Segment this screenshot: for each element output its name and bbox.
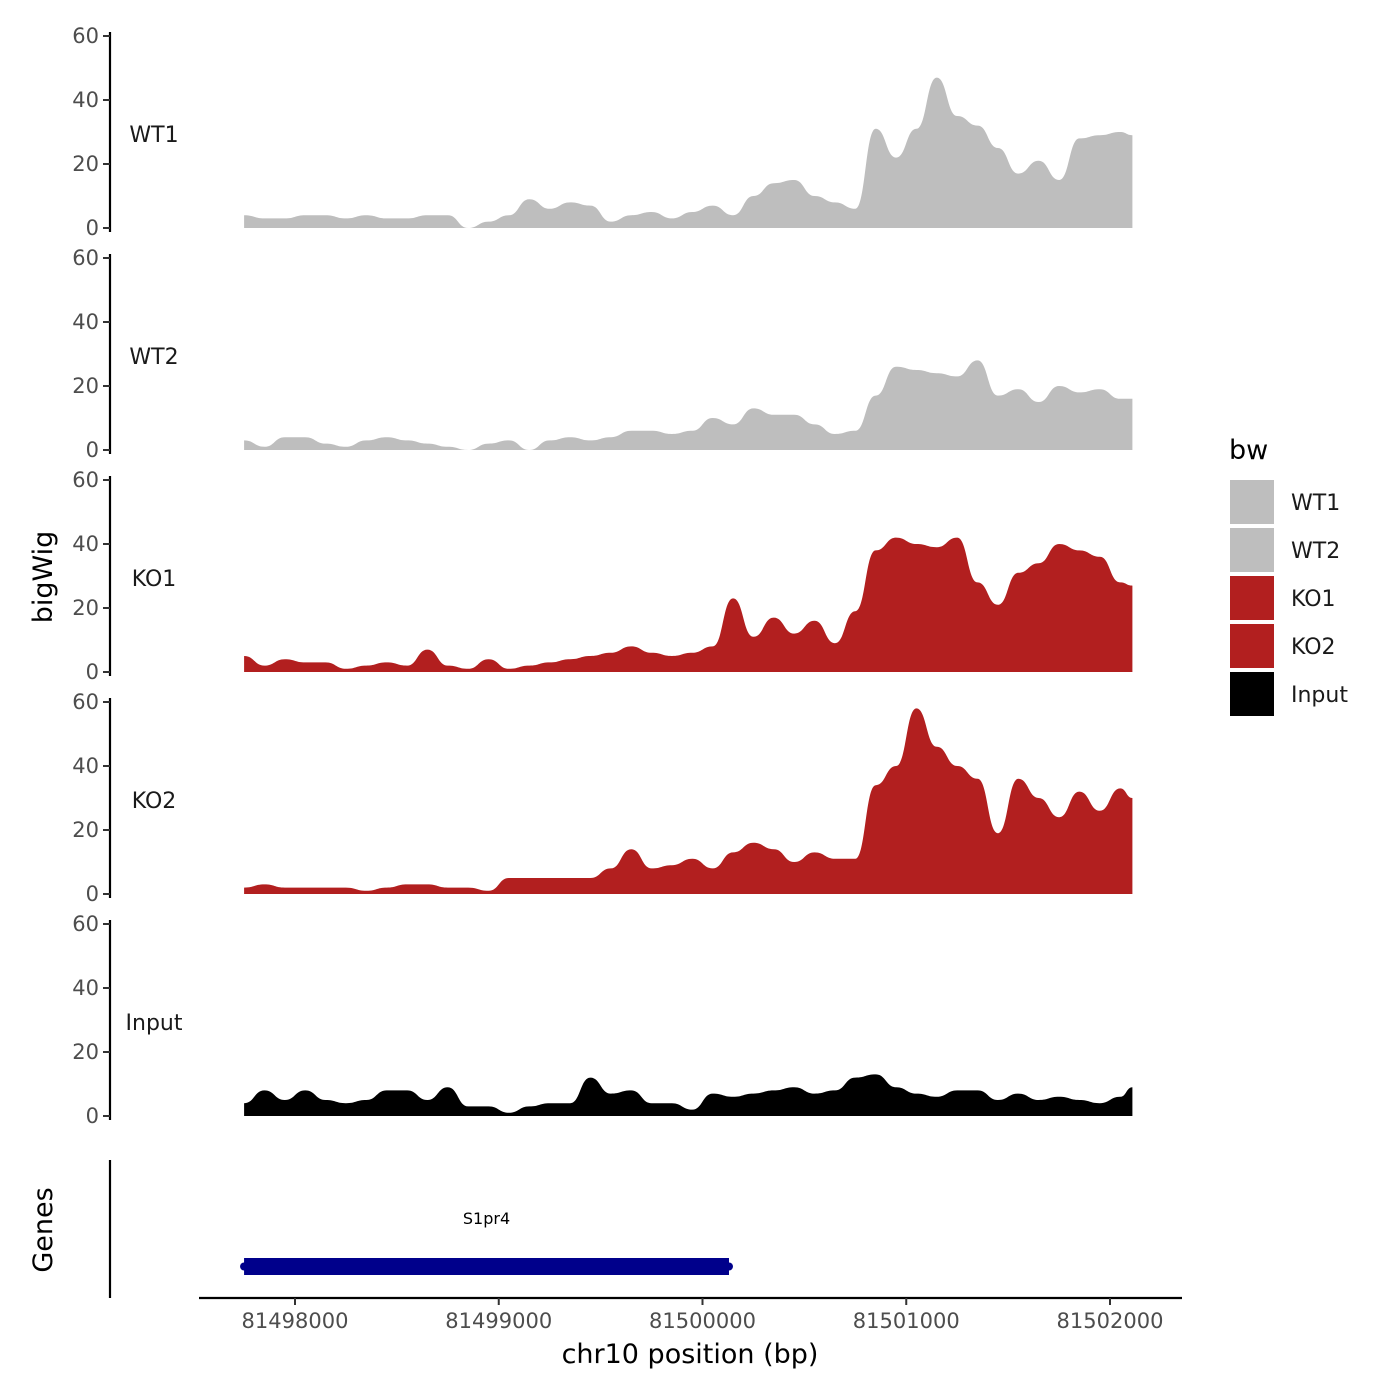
legend-label-ko2: KO2 bbox=[1291, 635, 1336, 660]
track-label: WT1 bbox=[129, 123, 178, 148]
legend-label-input: Input bbox=[1291, 683, 1348, 708]
y-tick-label: 20 bbox=[72, 1040, 99, 1064]
y-tick-label: 60 bbox=[72, 24, 99, 48]
y-tick-label: 40 bbox=[72, 754, 99, 778]
legend-swatch-wt1 bbox=[1230, 480, 1274, 524]
track-wt2: 0 20 40 60 WT2 bbox=[72, 246, 1133, 462]
x-tick-label: 81499000 bbox=[445, 1309, 552, 1333]
y-tick-label: 40 bbox=[72, 532, 99, 556]
y-tick-label: 20 bbox=[72, 152, 99, 176]
y-tick-label: 40 bbox=[72, 310, 99, 334]
area-ko1 bbox=[244, 537, 1133, 672]
y-tick-label: 40 bbox=[72, 976, 99, 1000]
y-tick-label: 0 bbox=[86, 438, 99, 462]
y-tick-label: 0 bbox=[86, 1104, 99, 1128]
track-ko1: 0 20 40 60 KO1 bbox=[72, 468, 1133, 684]
track-input: 0 20 40 60 Input bbox=[72, 912, 1133, 1128]
legend-label-wt1: WT1 bbox=[1291, 491, 1340, 516]
area-ko2 bbox=[244, 708, 1133, 894]
legend-label-ko1: KO1 bbox=[1291, 587, 1336, 612]
legend-label-wt2: WT2 bbox=[1291, 539, 1340, 564]
y-axis-title: bigWig bbox=[28, 531, 59, 624]
legend-swatch-input bbox=[1230, 672, 1274, 716]
legend-swatch-wt2 bbox=[1230, 528, 1274, 572]
y-tick-label: 0 bbox=[86, 882, 99, 906]
y-tick-label: 60 bbox=[72, 468, 99, 492]
genes-track: S1pr4 bbox=[108, 1160, 733, 1298]
track-label: KO1 bbox=[132, 567, 177, 592]
legend-swatch-ko2 bbox=[1230, 624, 1274, 668]
legend: bw WT1 WT2 KO1 KO2 Input bbox=[1229, 435, 1348, 716]
y-tick-label: 60 bbox=[72, 912, 99, 936]
legend-swatch-ko1 bbox=[1230, 576, 1274, 620]
y-tick-label: 20 bbox=[72, 818, 99, 842]
x-tick-label: 81500000 bbox=[649, 1309, 756, 1333]
y-tick-label: 20 bbox=[72, 374, 99, 398]
track-label: WT2 bbox=[129, 345, 178, 370]
gene-end-cap bbox=[724, 1262, 733, 1271]
gene-start-cap bbox=[240, 1262, 249, 1271]
x-axis-title: chr10 position (bp) bbox=[562, 1339, 819, 1370]
y-tick-label: 60 bbox=[72, 246, 99, 270]
track-label: KO2 bbox=[132, 789, 177, 814]
x-axis: 81498000 81499000 81500000 81501000 81502000 bbox=[199, 1296, 1182, 1333]
x-tick-label: 81502000 bbox=[1057, 1309, 1164, 1333]
x-tick-label: 81501000 bbox=[853, 1309, 960, 1333]
area-wt2 bbox=[244, 360, 1133, 450]
signal-tracks: 0 20 40 60 WT1 0 20 40 60 WT2 0 20 40 60 KO1 0 20 40 60 KO2… bbox=[72, 24, 1133, 1128]
y-tick-label: 60 bbox=[72, 690, 99, 714]
y-tick-label: 0 bbox=[86, 216, 99, 240]
track-label: Input bbox=[126, 1011, 183, 1036]
y-tick-label: 20 bbox=[72, 596, 99, 620]
legend-title: bw bbox=[1229, 435, 1268, 466]
area-wt1 bbox=[244, 77, 1133, 228]
genes-axis-title: Genes bbox=[28, 1187, 59, 1272]
track-wt1: 0 20 40 60 WT1 bbox=[72, 24, 1133, 240]
area-input bbox=[244, 1074, 1133, 1116]
y-tick-label: 40 bbox=[72, 88, 99, 112]
gene-label: S1pr4 bbox=[463, 1209, 510, 1228]
gene-body bbox=[244, 1258, 729, 1275]
y-tick-label: 0 bbox=[86, 660, 99, 684]
x-tick-label: 81498000 bbox=[242, 1309, 349, 1333]
track-ko2: 0 20 40 60 KO2 bbox=[72, 690, 1133, 906]
